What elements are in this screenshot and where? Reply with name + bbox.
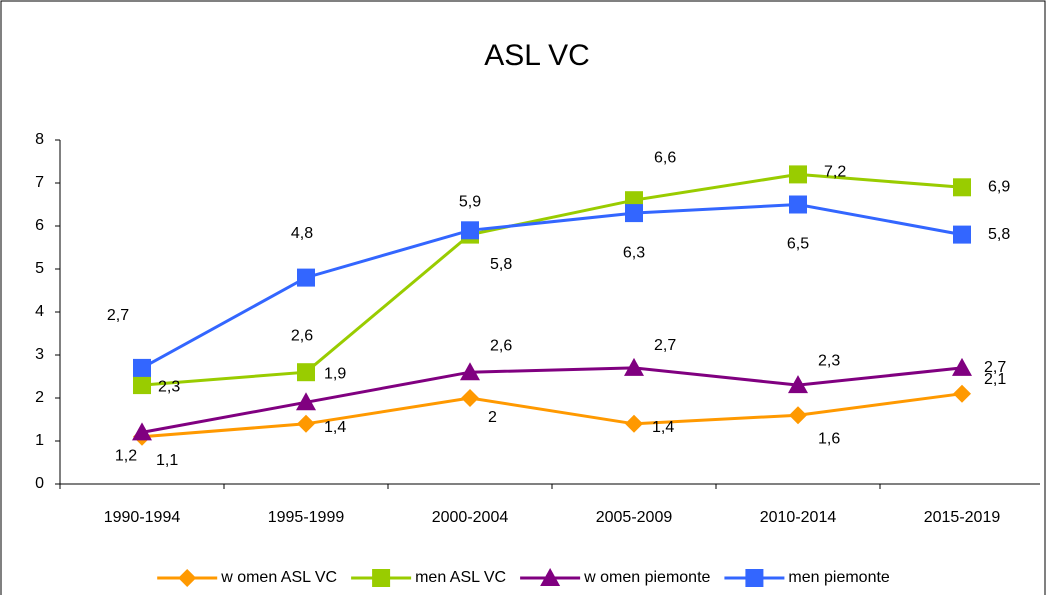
chart-title: ASL VC	[484, 39, 590, 72]
data-label: 2,7	[984, 359, 1006, 376]
series-line	[141, 366, 963, 434]
x-tick-label: 2000-2004	[432, 509, 509, 526]
y-tick-label: 0	[35, 475, 44, 492]
data-label: 6,9	[988, 179, 1010, 196]
marker	[133, 358, 151, 377]
data-label: 4,8	[291, 225, 313, 242]
data-label: 1,4	[324, 419, 346, 436]
data-label: 2,3	[818, 352, 840, 369]
series-line	[141, 172, 963, 387]
x-tick-label: 1990-1994	[104, 509, 181, 526]
legend-marker	[178, 569, 197, 587]
legend-item: w omen ASL VC	[157, 569, 337, 587]
x-tick-label: 2015-2019	[924, 509, 1001, 526]
data-label: 2,6	[291, 327, 313, 344]
data-label: 5,8	[988, 226, 1010, 243]
x-tick-label: 1995-1999	[268, 509, 345, 526]
marker	[953, 225, 971, 244]
marker	[461, 389, 479, 407]
marker	[953, 384, 971, 403]
marker	[133, 376, 151, 395]
marker	[625, 204, 643, 223]
data-label: 6,6	[654, 149, 676, 166]
data-label: 1,6	[818, 430, 840, 447]
marker	[297, 414, 315, 433]
legend-marker	[540, 568, 561, 586]
data-label: 1,1	[156, 452, 178, 469]
data-label: 5,9	[459, 194, 481, 211]
data-label: 1,4	[652, 419, 674, 436]
data-label: 6,3	[623, 244, 645, 261]
data-label: 2,7	[654, 337, 676, 354]
data-label: 7,2	[824, 164, 846, 181]
series-line	[141, 392, 963, 439]
marker	[461, 221, 479, 240]
legend-label: w omen piemonte	[583, 569, 710, 586]
y-tick-label: 5	[35, 260, 44, 277]
marker	[789, 406, 807, 425]
data-label: 5,8	[490, 256, 512, 273]
legend: w omen ASL VC men ASL VC w omen piemonte me…	[157, 568, 890, 587]
x-tick-label: 2005-2009	[596, 509, 673, 526]
y-tick-label: 7	[35, 174, 44, 191]
marker	[953, 178, 971, 197]
legend-item: men ASL VC	[351, 569, 506, 587]
marker	[624, 357, 644, 376]
marker	[296, 392, 316, 411]
data-label: 2	[488, 409, 497, 426]
data-label: 1,2	[115, 448, 137, 465]
series-line	[141, 202, 963, 370]
x-tick-label: 2010-2014	[760, 509, 837, 526]
y-tick-label: 8	[35, 131, 44, 148]
legend-label: men ASL VC	[415, 569, 506, 586]
y-tick-label: 1	[35, 432, 44, 449]
marker	[789, 195, 807, 214]
y-tick-label: 2	[35, 389, 44, 406]
marker	[625, 414, 643, 433]
data-label: 2,6	[490, 337, 512, 354]
marker	[788, 375, 808, 394]
data-label: 2,7	[107, 307, 129, 324]
y-tick-label: 4	[35, 303, 44, 320]
legend-item: men piemonte	[724, 569, 890, 587]
data-label: 6,5	[787, 236, 809, 253]
legend-label: men piemonte	[788, 569, 889, 586]
marker	[952, 357, 972, 376]
legend-label: w omen ASL VC	[220, 569, 337, 586]
legend-marker	[745, 569, 764, 587]
data-label: 2,3	[158, 378, 180, 395]
legend-marker	[372, 569, 391, 587]
y-tick-label: 3	[35, 346, 44, 363]
legend-item: w omen piemonte	[520, 568, 711, 586]
marker	[132, 422, 152, 441]
marker	[297, 363, 315, 382]
y-tick-label: 6	[35, 217, 44, 234]
data-label: 1,9	[324, 366, 346, 383]
marker	[460, 362, 480, 381]
data-label: 2,1	[984, 371, 1006, 388]
marker	[297, 268, 315, 287]
marker	[789, 165, 807, 184]
